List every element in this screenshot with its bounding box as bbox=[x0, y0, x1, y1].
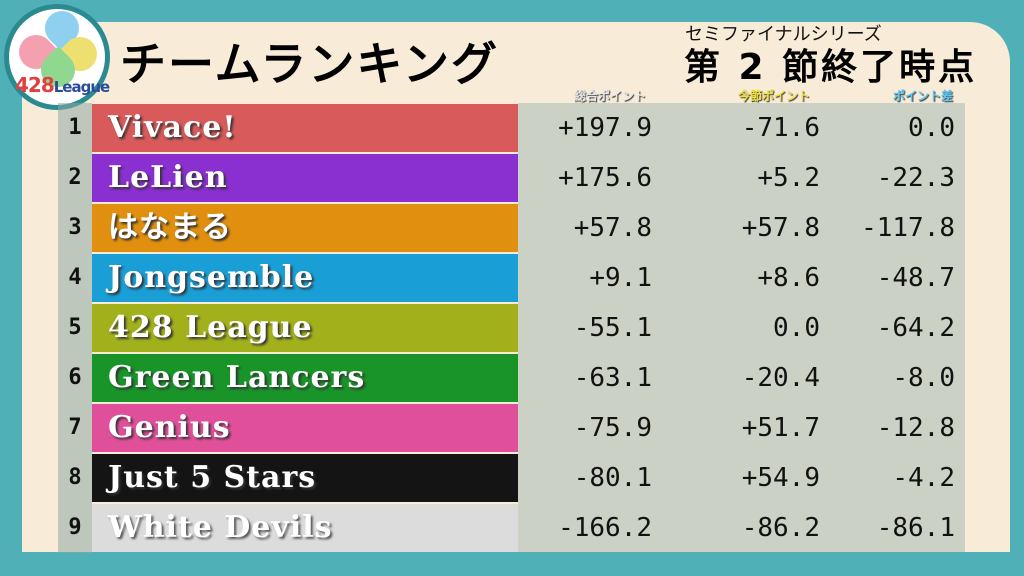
current-points: 0.0 bbox=[773, 313, 820, 343]
team-name: 428 League bbox=[92, 304, 518, 352]
table-row: 6 Green Lancers -63.1 -20.4 -8.0 bbox=[58, 353, 965, 403]
total-points: -80.1 bbox=[573, 463, 652, 493]
team-name: Just 5 Stars bbox=[92, 454, 518, 502]
team-name: Jongsemble bbox=[92, 254, 518, 302]
logo-text: 428League bbox=[15, 73, 110, 97]
current-points: +57.8 bbox=[741, 213, 820, 243]
table-row: 9 White Devils -166.2 -86.2 -86.1 bbox=[58, 503, 965, 553]
current-points: -20.4 bbox=[741, 363, 820, 393]
rank-number: 8 bbox=[58, 453, 92, 503]
series-label: セミファイナルシリーズ bbox=[685, 24, 882, 45]
table-row: 3 はなまる +57.8 +57.8 -117.8 bbox=[58, 203, 965, 253]
team-name: Genius bbox=[92, 404, 518, 452]
stage-label: 第 2 節終了時点 bbox=[684, 47, 978, 88]
page-title: チームランキング bbox=[120, 37, 499, 91]
total-points: -63.1 bbox=[573, 363, 652, 393]
team-name: LeLien bbox=[92, 154, 518, 202]
point-diff: -22.3 bbox=[876, 163, 955, 193]
rank-number: 9 bbox=[58, 503, 92, 553]
rank-number: 5 bbox=[58, 303, 92, 353]
total-points: -75.9 bbox=[573, 413, 652, 443]
total-points: +57.8 bbox=[573, 213, 652, 243]
points-cells: -63.1 -20.4 -8.0 bbox=[518, 353, 965, 403]
point-diff: -8.0 bbox=[892, 363, 955, 393]
rank-number: 7 bbox=[58, 403, 92, 453]
table-row: 5 428 League -55.1 0.0 -64.2 bbox=[58, 303, 965, 353]
points-cells: -75.9 +51.7 -12.8 bbox=[518, 403, 965, 453]
rank-number: 4 bbox=[58, 253, 92, 303]
rank-number: 2 bbox=[58, 153, 92, 203]
rank-number: 3 bbox=[58, 203, 92, 253]
column-header-total: 総合ポイント bbox=[574, 89, 647, 103]
column-header-diff: ポイント差 bbox=[893, 89, 954, 103]
table-row: 7 Genius -75.9 +51.7 -12.8 bbox=[58, 403, 965, 453]
team-name: Green Lancers bbox=[92, 354, 518, 402]
column-header-current: 今節ポイント bbox=[738, 89, 811, 103]
point-diff: -12.8 bbox=[876, 413, 955, 443]
league-logo: 428League bbox=[4, 3, 110, 110]
table-row: 8 Just 5 Stars -80.1 +54.9 -4.2 bbox=[58, 453, 965, 503]
total-points: -55.1 bbox=[573, 313, 652, 343]
total-points: -166.2 bbox=[558, 513, 652, 543]
total-points: +197.9 bbox=[558, 113, 652, 143]
current-points: +5.2 bbox=[757, 163, 820, 193]
point-diff: -86.1 bbox=[876, 513, 955, 543]
points-cells: +9.1 +8.6 -48.7 bbox=[518, 253, 965, 303]
point-diff: -4.2 bbox=[892, 463, 955, 493]
table-row: 4 Jongsemble +9.1 +8.6 -48.7 bbox=[58, 253, 965, 303]
points-cells: +175.6 +5.2 -22.3 bbox=[518, 153, 965, 203]
team-name: Vivace! bbox=[92, 104, 518, 152]
current-points: +51.7 bbox=[741, 413, 820, 443]
team-name: White Devils bbox=[92, 504, 518, 552]
points-cells: +197.9 -71.6 0.0 bbox=[518, 103, 965, 153]
point-diff: -48.7 bbox=[876, 263, 955, 293]
current-points: +54.9 bbox=[741, 463, 820, 493]
current-points: -86.2 bbox=[741, 513, 820, 543]
total-points: +175.6 bbox=[558, 163, 652, 193]
point-diff: 0.0 bbox=[908, 113, 955, 143]
point-diff: -64.2 bbox=[876, 313, 955, 343]
total-points: +9.1 bbox=[589, 263, 652, 293]
table-row: 1 Vivace! +197.9 -71.6 0.0 bbox=[58, 103, 965, 153]
table-row: 2 LeLien +175.6 +5.2 -22.3 bbox=[58, 153, 965, 203]
team-name: はなまる bbox=[92, 204, 518, 252]
rank-number: 1 bbox=[58, 103, 92, 153]
current-points: +8.6 bbox=[757, 263, 820, 293]
points-cells: -80.1 +54.9 -4.2 bbox=[518, 453, 965, 503]
rank-number: 6 bbox=[58, 353, 92, 403]
points-cells: +57.8 +57.8 -117.8 bbox=[518, 203, 965, 253]
current-points: -71.6 bbox=[741, 113, 820, 143]
points-cells: -55.1 0.0 -64.2 bbox=[518, 303, 965, 353]
point-diff: -117.8 bbox=[861, 213, 955, 243]
points-cells: -166.2 -86.2 -86.1 bbox=[518, 503, 965, 553]
